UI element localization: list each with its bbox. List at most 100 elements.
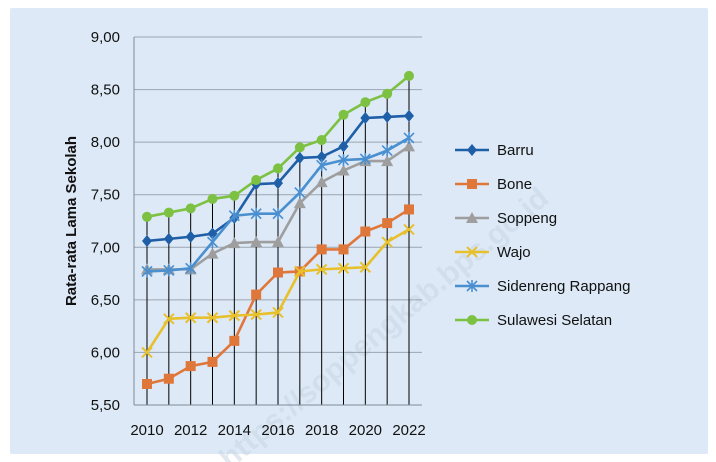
x-tick-label: 2012 bbox=[174, 422, 207, 439]
point-soppeng bbox=[293, 197, 306, 209]
y-tick-label: 5,50 bbox=[91, 397, 120, 414]
legend-swatch-marker bbox=[466, 280, 478, 292]
x-tick-label: 2018 bbox=[305, 422, 338, 439]
point-sulawesi-selatan bbox=[382, 88, 393, 99]
legend-item-sidenreng-rappang: Sidenreng Rappang bbox=[455, 278, 630, 295]
point-barru bbox=[273, 177, 283, 190]
y-tick-label: 8,00 bbox=[91, 134, 120, 151]
point-wajo bbox=[163, 313, 175, 325]
point-bone bbox=[360, 226, 371, 237]
point-barru bbox=[338, 140, 349, 153]
point-wajo bbox=[141, 346, 153, 359]
legend-swatch-marker bbox=[466, 212, 478, 223]
point-sulawesi-selatan bbox=[404, 70, 414, 81]
point-sidenreng-rappang bbox=[185, 262, 197, 275]
legend-swatch-marker bbox=[467, 179, 477, 189]
y-tick-label: 8,50 bbox=[91, 82, 120, 99]
legend-swatch-marker bbox=[466, 246, 478, 258]
point-bone bbox=[273, 267, 283, 278]
point-wajo bbox=[337, 262, 350, 275]
axes-layer: 5,50 6,00 6,50 7,00 7,50 8,00 8,50 9,00 Rata-rat… bbox=[63, 29, 426, 439]
point-soppeng bbox=[381, 155, 394, 167]
point-sulawesi-selatan bbox=[207, 193, 218, 204]
point-sidenreng-rappang bbox=[381, 144, 393, 157]
x-tick-label: 2010 bbox=[130, 422, 163, 439]
point-bone bbox=[316, 244, 327, 255]
y-tick-label: 7,50 bbox=[91, 187, 120, 204]
point-wajo bbox=[272, 306, 284, 319]
point-wajo bbox=[184, 312, 197, 324]
series-layer bbox=[141, 70, 415, 389]
legend-item-sulawesi-selatan: Sulawesi Selatan bbox=[455, 312, 612, 329]
point-wajo bbox=[359, 261, 372, 273]
point-soppeng bbox=[250, 236, 263, 248]
series-bone bbox=[142, 204, 414, 389]
point-bone bbox=[404, 204, 414, 215]
point-barru bbox=[185, 230, 196, 243]
point-sidenreng-rappang bbox=[403, 131, 415, 144]
point-wajo bbox=[403, 223, 415, 236]
series-wajo bbox=[141, 223, 415, 359]
y-tick-label: 6,00 bbox=[91, 344, 120, 361]
point-sidenreng-rappang bbox=[316, 159, 328, 172]
point-barru bbox=[360, 111, 371, 124]
series-sulawesi-selatan bbox=[142, 70, 414, 222]
point-sidenreng-rappang bbox=[163, 264, 175, 277]
legend-label: Wajo bbox=[497, 244, 531, 261]
chart-panel bbox=[10, 8, 708, 454]
point-barru bbox=[294, 151, 305, 164]
point-bone bbox=[207, 356, 218, 367]
legend-item-bone: Bone bbox=[455, 176, 532, 193]
point-soppeng bbox=[206, 247, 219, 259]
legend-item-soppeng: Soppeng bbox=[455, 210, 557, 227]
point-barru bbox=[382, 110, 393, 123]
point-barru bbox=[163, 232, 174, 245]
point-wajo bbox=[228, 309, 241, 322]
series-sidenreng-rappang bbox=[141, 131, 415, 278]
point-bone bbox=[251, 289, 262, 300]
point-soppeng bbox=[272, 236, 284, 248]
point-soppeng bbox=[337, 164, 350, 176]
point-wajo bbox=[315, 263, 328, 276]
point-wajo bbox=[206, 312, 219, 324]
point-sulawesi-selatan bbox=[316, 135, 327, 146]
point-sidenreng-rappang bbox=[141, 265, 153, 278]
point-barru bbox=[142, 234, 152, 247]
legend-label: Barru bbox=[497, 142, 534, 159]
legend-item-wajo: Wajo bbox=[455, 244, 531, 261]
series-barru bbox=[142, 109, 414, 247]
point-sulawesi-selatan bbox=[360, 97, 371, 108]
y-axis-title: Rata-rata Lama Sekolah bbox=[63, 136, 80, 306]
point-wajo bbox=[381, 236, 393, 248]
point-sidenreng-rappang bbox=[272, 207, 284, 220]
point-bone bbox=[229, 335, 240, 346]
point-sidenreng-rappang bbox=[359, 152, 371, 165]
legend-swatch-marker bbox=[467, 315, 477, 325]
legend-item-barru: Barru bbox=[455, 142, 534, 159]
point-sulawesi-selatan bbox=[163, 207, 174, 218]
point-bone bbox=[338, 244, 349, 255]
legend-label: Sulawesi Selatan bbox=[497, 312, 612, 329]
point-barru bbox=[207, 227, 218, 240]
point-bone bbox=[382, 218, 393, 229]
point-sulawesi-selatan bbox=[185, 203, 196, 214]
point-sulawesi-selatan bbox=[294, 142, 305, 153]
legend-label: Sidenreng Rappang bbox=[497, 278, 630, 295]
legend: Barru Bone Soppeng Wajo Sidenreng Rappang Sul… bbox=[455, 142, 630, 329]
y-tick-label: 9,00 bbox=[91, 29, 120, 46]
legend-label: Soppeng bbox=[497, 210, 557, 227]
point-bone bbox=[142, 378, 152, 389]
point-sulawesi-selatan bbox=[142, 211, 152, 222]
x-tick-label: 2014 bbox=[218, 422, 251, 439]
x-tick-label: 2022 bbox=[392, 422, 425, 439]
y-tick-label: 7,00 bbox=[91, 239, 120, 256]
point-soppeng bbox=[403, 140, 415, 152]
point-sidenreng-rappang bbox=[228, 209, 240, 222]
point-sidenreng-rappang bbox=[337, 154, 350, 167]
x-tick-label: 2020 bbox=[349, 422, 382, 439]
y-tick-label: 6,50 bbox=[91, 292, 120, 309]
point-wajo bbox=[294, 265, 306, 278]
x-tick-label: 2016 bbox=[261, 422, 294, 439]
